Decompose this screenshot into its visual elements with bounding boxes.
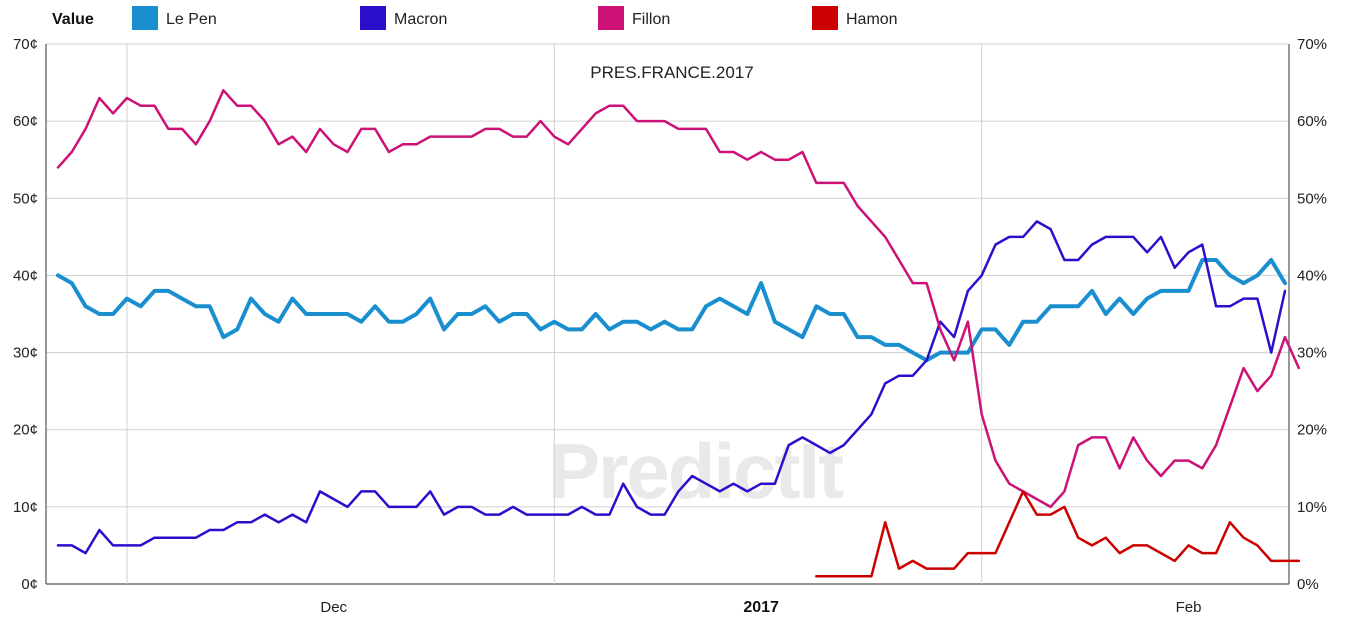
y-tick-label-left: 30¢ (13, 345, 38, 362)
series-line-le-pen (56, 258, 1287, 363)
y-tick-label-left: 40¢ (13, 267, 38, 284)
y-tick-label-right: 30% (1297, 345, 1327, 362)
y-tick-label-right: 0% (1297, 576, 1319, 593)
y-tick-label-right: 20% (1297, 422, 1327, 439)
x-tick-label: Feb (1176, 599, 1202, 616)
x-tick-label: 2017 (743, 599, 779, 616)
axis-layer: 0¢ 0% 10¢ 10% 20¢ 20% 30¢ 30% 40¢ 40% 50¢ 50% 60¢ 60%… (13, 36, 1327, 616)
y-tick-label-right: 70% (1297, 36, 1327, 53)
y-tick-label-right: 60% (1297, 113, 1327, 130)
legend-swatch-macron (360, 6, 386, 30)
legend-swatch-fillon (598, 6, 624, 30)
y-tick-label-left: 10¢ (13, 499, 38, 516)
x-tick-label: Dec (320, 599, 347, 616)
series-layer (56, 89, 1301, 578)
y-tick-label-left: 0¢ (21, 576, 38, 593)
grid-layer (45, 43, 1290, 585)
y-tick-label-left: 50¢ (13, 190, 38, 207)
y-tick-label-left: 20¢ (13, 422, 38, 439)
legend-label-macron: Macron (394, 11, 447, 28)
legend-label-fillon: Fillon (632, 11, 670, 28)
chart-title: PRES.FRANCE.2017 (590, 63, 753, 82)
y-tick-label-right: 50% (1297, 190, 1327, 207)
legend-title: Value (52, 11, 94, 28)
y-tick-label-right: 10% (1297, 499, 1327, 516)
series-line-hamon (815, 490, 1301, 578)
series-line-macron (56, 220, 1287, 555)
y-tick-label-right: 40% (1297, 267, 1327, 284)
y-tick-label-left: 70¢ (13, 36, 38, 53)
legend-label-hamon: Hamon (846, 11, 898, 28)
legend-swatch-hamon (812, 6, 838, 30)
y-tick-label-left: 60¢ (13, 113, 38, 130)
legend-swatch-le-pen (132, 6, 158, 30)
legend-label-le-pen: Le Pen (166, 11, 217, 28)
legend: Value Le Pen Macron Fillon Hamon (52, 6, 898, 30)
series-line-fillon (56, 89, 1301, 509)
